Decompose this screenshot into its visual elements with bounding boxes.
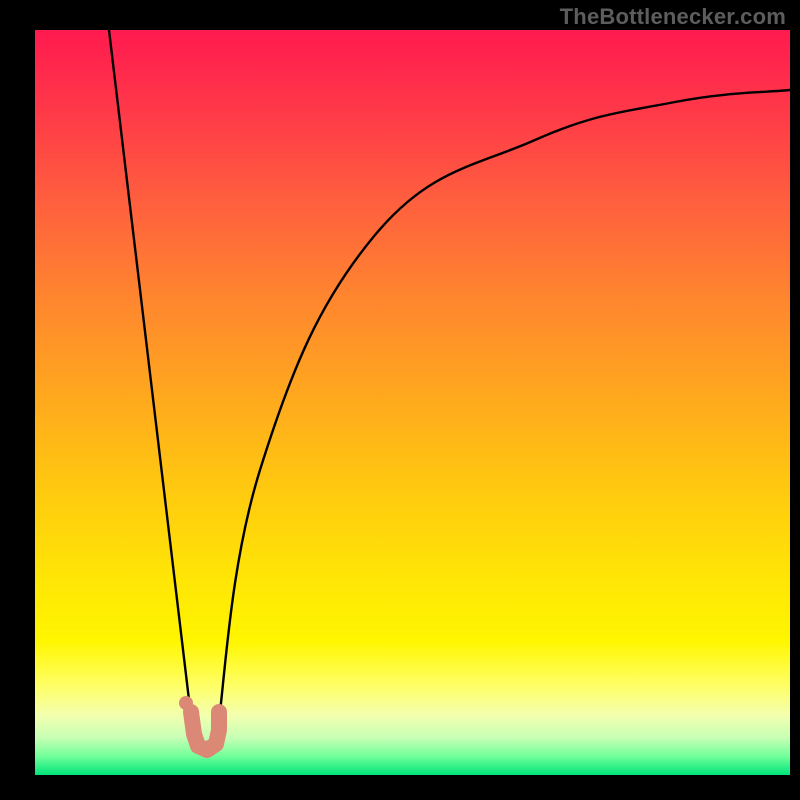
chart-area [35, 30, 790, 775]
watermark-text: TheBottlenecker.com [560, 4, 786, 30]
chart-gradient-background [35, 30, 790, 775]
chart-svg [35, 30, 790, 775]
